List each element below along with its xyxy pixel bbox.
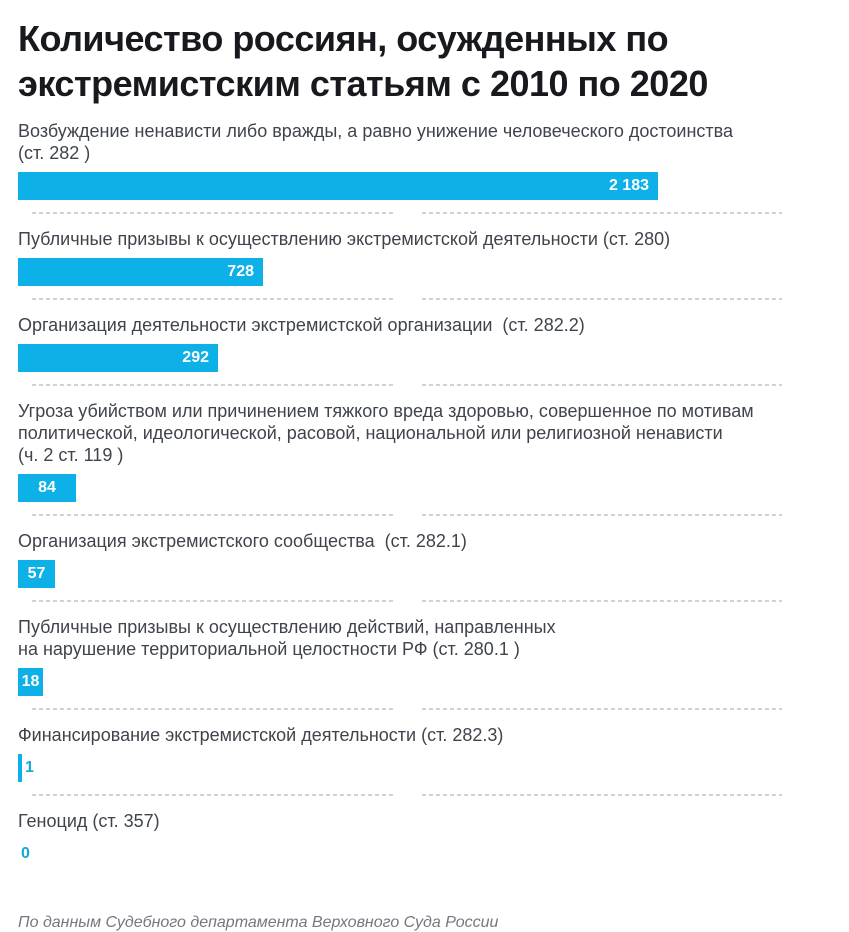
separator-right-segment	[422, 600, 782, 602]
separator-right-segment	[422, 708, 782, 710]
category-label: Угроза убийством или причинением тяжкого…	[18, 401, 754, 465]
value-label: 18	[21, 673, 40, 690]
row-separator	[32, 794, 849, 796]
row-separator	[32, 600, 849, 602]
bar-track: 2 183	[18, 172, 849, 200]
category-label: Возбуждение ненависти либо вражды, а рав…	[18, 121, 734, 163]
category-label: Организация экстремистского сообщества (…	[18, 531, 467, 551]
bar-track: 1	[18, 754, 849, 782]
chart-row: Публичные призывы к осуществлению действ…	[18, 616, 849, 710]
separator-left-segment	[32, 600, 395, 602]
value-bar	[18, 754, 22, 782]
value-bar: 728	[18, 258, 263, 286]
value-bar: 18	[18, 668, 43, 696]
chart-row: Угроза убийством или причинением тяжкого…	[18, 400, 849, 516]
chart-row: Организация деятельности экстремистской …	[18, 314, 849, 386]
value-bar: 84	[18, 474, 76, 502]
chart-rows: Возбуждение ненависти либо вражды, а рав…	[18, 120, 849, 868]
chart-row: Публичные призывы к осуществлению экстре…	[18, 228, 849, 300]
chart-row: Возбуждение ненависти либо вражды, а рав…	[18, 120, 849, 214]
separator-left-segment	[32, 794, 395, 796]
bar-track: 728	[18, 258, 849, 286]
bar-track: 292	[18, 344, 849, 372]
category-label: Геноцид (ст. 357)	[18, 811, 160, 831]
value-bar: 57	[18, 560, 55, 588]
chart-title: Количество россиян, осужденных по экстре…	[18, 18, 708, 104]
row-separator	[32, 212, 849, 214]
bar-track: 84	[18, 474, 849, 502]
value-bar: 2 183	[18, 172, 658, 200]
separator-right-segment	[422, 514, 782, 516]
value-label: 1	[25, 759, 34, 776]
separator-left-segment	[32, 708, 395, 710]
separator-right-segment	[422, 794, 782, 796]
bar-track: 18	[18, 668, 849, 696]
row-separator	[32, 384, 849, 386]
category-label: Публичные призывы к осуществлению экстре…	[18, 229, 671, 249]
chart-row: Организация экстремистского сообщества (…	[18, 530, 849, 602]
row-separator	[32, 708, 849, 710]
value-label: 728	[227, 263, 254, 280]
bar-track: 0	[18, 840, 849, 868]
separator-left-segment	[32, 212, 395, 214]
separator-left-segment	[32, 384, 395, 386]
source-note: По данным Судебного департамента Верховн…	[18, 914, 499, 931]
value-label: 57	[27, 565, 46, 582]
category-label: Организация деятельности экстремистской …	[18, 315, 585, 335]
value-label: 0	[21, 845, 30, 862]
separator-right-segment	[422, 298, 782, 300]
bar-track: 57	[18, 560, 849, 588]
row-separator	[32, 514, 849, 516]
separator-left-segment	[32, 514, 395, 516]
chart-row: Геноцид (ст. 357) 0	[18, 810, 849, 868]
category-label: Финансирование экстремистской деятельнос…	[18, 725, 504, 745]
value-label: 292	[182, 349, 209, 366]
value-label: 84	[38, 479, 56, 496]
chart-row: Финансирование экстремистской деятельнос…	[18, 724, 849, 796]
separator-left-segment	[32, 298, 395, 300]
row-separator	[32, 298, 849, 300]
separator-right-segment	[422, 212, 782, 214]
category-label: Публичные призывы к осуществлению действ…	[18, 617, 556, 659]
separator-right-segment	[422, 384, 782, 386]
value-label: 2 183	[608, 177, 649, 194]
value-bar: 292	[18, 344, 218, 372]
